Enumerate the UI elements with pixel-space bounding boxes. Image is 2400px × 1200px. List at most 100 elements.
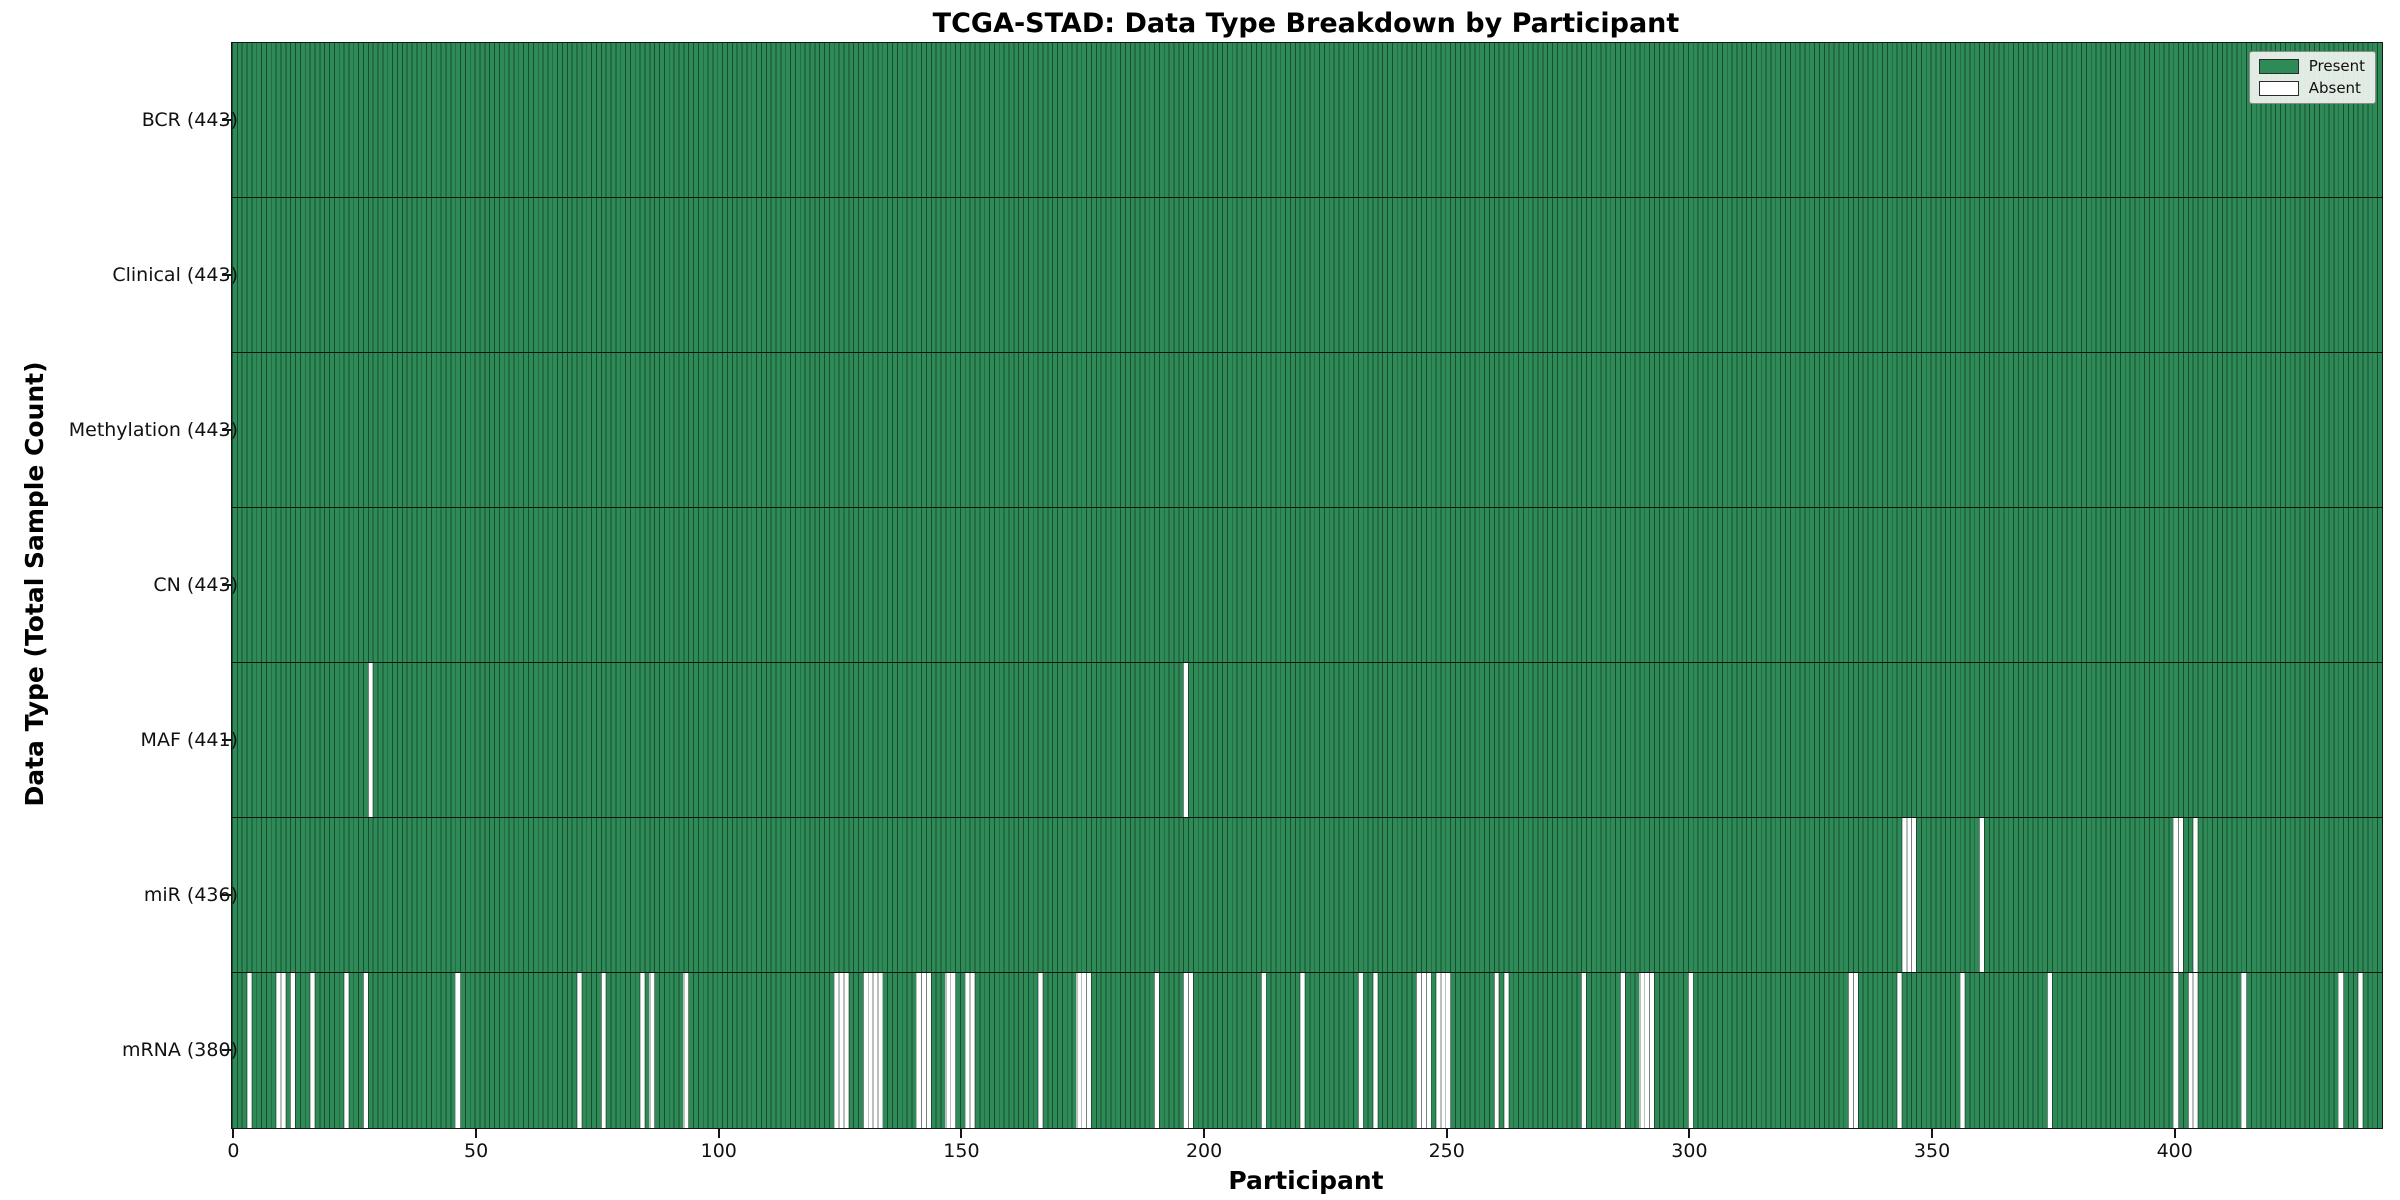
absent-cell-mRNA-245 bbox=[1421, 973, 1427, 1128]
absent-cell-miR-345 bbox=[1906, 818, 1912, 972]
absent-cell-mRNA-133 bbox=[877, 973, 883, 1128]
absent-swatch-icon bbox=[2258, 81, 2299, 96]
x-tick-label-100: 100 bbox=[700, 1140, 737, 1162]
absent-cell-mRNA-292 bbox=[1649, 973, 1655, 1128]
absent-cell-mRNA-246 bbox=[1425, 973, 1432, 1128]
absent-cell-mRNA-46 bbox=[455, 973, 461, 1128]
y-tick-label-BCR: BCR (443) bbox=[141, 108, 238, 131]
absent-cell-mRNA-414 bbox=[2241, 973, 2247, 1128]
y-tick-mark-Methylation bbox=[222, 428, 231, 431]
legend-label-present: Present bbox=[2308, 57, 2365, 75]
heatmap-row-Methylation bbox=[232, 353, 2382, 508]
x-tick-label-50: 50 bbox=[463, 1140, 489, 1162]
absent-cell-mRNA-400 bbox=[2173, 973, 2179, 1128]
y-tick-mark-CN bbox=[222, 583, 231, 586]
legend-item-present: Present bbox=[2258, 57, 2365, 75]
legend: Present Absent bbox=[2248, 51, 2376, 104]
y-tick-mark-miR bbox=[222, 893, 231, 896]
absent-cell-mRNA-291 bbox=[1644, 973, 1650, 1128]
x-tick-mark-150 bbox=[960, 1129, 963, 1138]
absent-cell-MAF-28 bbox=[367, 663, 374, 817]
absent-cell-miR-401 bbox=[2178, 818, 2184, 972]
absent-cell-miR-400 bbox=[2173, 818, 2179, 972]
absent-cell-mRNA-333 bbox=[1848, 973, 1854, 1128]
y-tick-mark-mRNA bbox=[222, 1048, 231, 1051]
legend-label-absent: Absent bbox=[2308, 79, 2361, 97]
absent-cell-mRNA-249 bbox=[1440, 973, 1446, 1128]
heatmap-row-Clinical bbox=[232, 198, 2382, 353]
absent-cell-mRNA-86 bbox=[649, 973, 655, 1128]
absent-cell-mRNA-27 bbox=[363, 973, 369, 1128]
absent-cell-mRNA-147 bbox=[945, 973, 951, 1128]
x-tick-label-300: 300 bbox=[1671, 1140, 1708, 1162]
absent-cell-mRNA-244 bbox=[1416, 973, 1422, 1128]
absent-cell-mRNA-260 bbox=[1493, 973, 1500, 1128]
absent-cell-mRNA-403 bbox=[2187, 973, 2194, 1128]
absent-cell-mRNA-16 bbox=[309, 973, 315, 1128]
heatmap-row-CN bbox=[232, 508, 2382, 663]
absent-cell-mRNA-196 bbox=[1183, 973, 1189, 1128]
y-tick-label-Methylation: Methylation (443) bbox=[68, 418, 238, 441]
x-axis-label: Participant bbox=[1228, 1166, 1384, 1195]
x-tick-mark-350 bbox=[1931, 1129, 1934, 1138]
absent-cell-mRNA-125 bbox=[838, 973, 844, 1128]
absent-cell-mRNA-84 bbox=[639, 973, 645, 1128]
absent-cell-miR-360 bbox=[1979, 818, 1985, 972]
absent-cell-mRNA-262 bbox=[1503, 973, 1509, 1128]
absent-cell-MAF-196 bbox=[1183, 663, 1189, 817]
absent-cell-mRNA-248 bbox=[1435, 973, 1441, 1128]
absent-cell-miR-346 bbox=[1911, 818, 1917, 972]
heatmap-row-miR bbox=[232, 818, 2382, 973]
absent-cell-mRNA-300 bbox=[1687, 973, 1694, 1128]
x-tick-label-250: 250 bbox=[1428, 1140, 1465, 1162]
absent-cell-mRNA-148 bbox=[950, 973, 956, 1128]
x-tick-mark-300 bbox=[1688, 1129, 1691, 1138]
absent-cell-mRNA-23 bbox=[343, 973, 349, 1128]
absent-cell-mRNA-212 bbox=[1260, 973, 1267, 1128]
absent-cell-mRNA-438 bbox=[2357, 973, 2363, 1128]
absent-cell-mRNA-250 bbox=[1445, 973, 1451, 1128]
y-tick-label-MAF: MAF (441) bbox=[140, 728, 238, 751]
absent-cell-mRNA-130 bbox=[862, 973, 869, 1128]
y-tick-label-mRNA: mRNA (380) bbox=[121, 1038, 238, 1061]
absent-cell-mRNA-235 bbox=[1372, 973, 1378, 1128]
absent-cell-mRNA-166 bbox=[1037, 973, 1043, 1128]
absent-cell-mRNA-10 bbox=[280, 973, 286, 1128]
absent-cell-mRNA-93 bbox=[683, 973, 689, 1128]
absent-cell-mRNA-3 bbox=[246, 973, 252, 1128]
legend-item-absent: Absent bbox=[2258, 79, 2365, 97]
absent-cell-mRNA-334 bbox=[1852, 973, 1859, 1128]
x-tick-label-0: 0 bbox=[227, 1140, 240, 1162]
absent-cell-miR-344 bbox=[1901, 818, 1907, 972]
x-tick-mark-0 bbox=[232, 1129, 235, 1138]
absent-cell-mRNA-374 bbox=[2047, 973, 2053, 1128]
absent-cell-mRNA-232 bbox=[1357, 973, 1364, 1128]
absent-cell-mRNA-175 bbox=[1081, 973, 1087, 1128]
heatmap-row-MAF bbox=[232, 663, 2382, 818]
absent-cell-mRNA-152 bbox=[969, 973, 975, 1128]
x-tick-mark-250 bbox=[1445, 1129, 1448, 1138]
absent-cell-mRNA-176 bbox=[1086, 973, 1092, 1128]
y-tick-label-miR: miR (436) bbox=[143, 883, 238, 906]
absent-cell-mRNA-190 bbox=[1154, 973, 1160, 1128]
y-tick-label-CN: CN (443) bbox=[153, 573, 238, 596]
x-tick-label-200: 200 bbox=[1185, 1140, 1223, 1162]
heatmap-row-mRNA bbox=[232, 973, 2382, 1128]
absent-cell-mRNA-12 bbox=[290, 973, 296, 1128]
absent-cell-mRNA-197 bbox=[1188, 973, 1194, 1128]
x-tick-mark-200 bbox=[1203, 1129, 1206, 1138]
x-tick-label-350: 350 bbox=[1913, 1140, 1951, 1162]
heatmap-plot-area: Present Absent bbox=[231, 42, 2383, 1129]
y-tick-mark-Clinical bbox=[222, 273, 231, 276]
x-tick-mark-400 bbox=[2173, 1129, 2176, 1138]
absent-cell-mRNA-132 bbox=[872, 973, 878, 1128]
absent-cell-mRNA-124 bbox=[833, 973, 840, 1128]
absent-cell-mRNA-9 bbox=[275, 973, 281, 1128]
absent-cell-mRNA-141 bbox=[916, 973, 922, 1128]
chart-title: TCGA-STAD: Data Type Breakdown by Partic… bbox=[932, 8, 1680, 39]
y-tick-mark-BCR bbox=[222, 118, 231, 121]
absent-cell-mRNA-278 bbox=[1581, 973, 1587, 1128]
absent-cell-mRNA-151 bbox=[964, 973, 971, 1128]
absent-cell-mRNA-174 bbox=[1076, 973, 1082, 1128]
